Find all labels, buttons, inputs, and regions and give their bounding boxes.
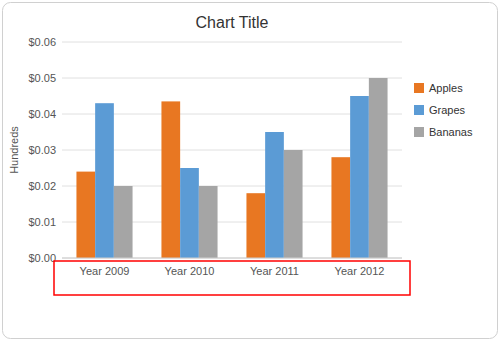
bar [284, 150, 303, 258]
legend: Apples Grapes Bananas [414, 82, 473, 138]
grid-line [62, 42, 402, 43]
legend-label: Grapes [429, 104, 466, 116]
x-label-highlight [54, 261, 410, 295]
y-tick-label: $0.03 [28, 144, 56, 156]
bar [95, 103, 114, 258]
y-tick-label: $0.02 [28, 180, 56, 192]
chart-svg: $0.00 $0.01 $0.02 $0.03 $0.04 $0.05 $0.06 Year … [0, 0, 500, 341]
legend-swatch [414, 127, 424, 137]
outer-border [3, 3, 498, 339]
legend-label: Apples [429, 82, 463, 94]
legend-swatch [414, 83, 424, 93]
bar [161, 101, 180, 258]
bar [199, 186, 218, 258]
x-tick-label: Year 2009 [80, 265, 130, 277]
grid-line [62, 258, 402, 259]
x-tick-label: Year 2011 [250, 265, 299, 277]
title: Chart Title [196, 14, 269, 31]
x-axis-line [62, 258, 402, 259]
y-tick-label: $0.04 [28, 108, 56, 120]
legend-swatch [414, 105, 424, 115]
bar [246, 193, 265, 258]
grid-line [62, 78, 402, 79]
bar [76, 172, 95, 258]
y-tick-label: $0.06 [28, 36, 56, 48]
x-tick-label: Year 2012 [335, 265, 385, 277]
y-tick-label: $0.00 [28, 252, 56, 264]
y-tick-label: $0.01 [28, 216, 56, 228]
y-tick-label: $0.05 [28, 72, 56, 84]
bar [350, 96, 369, 258]
bar [331, 157, 350, 258]
bar [265, 132, 284, 258]
bar [114, 186, 133, 258]
chart-container: $0.00 $0.01 $0.02 $0.03 $0.04 $0.05 $0.06 Year … [0, 0, 500, 341]
bar [180, 168, 199, 258]
legend-label: Bananas [429, 126, 473, 138]
y-axis-label: Hundreds [8, 126, 20, 174]
bars [76, 78, 387, 258]
x-tick-label: Year 2010 [165, 265, 215, 277]
bar [369, 78, 388, 258]
y-grid [62, 42, 402, 258]
